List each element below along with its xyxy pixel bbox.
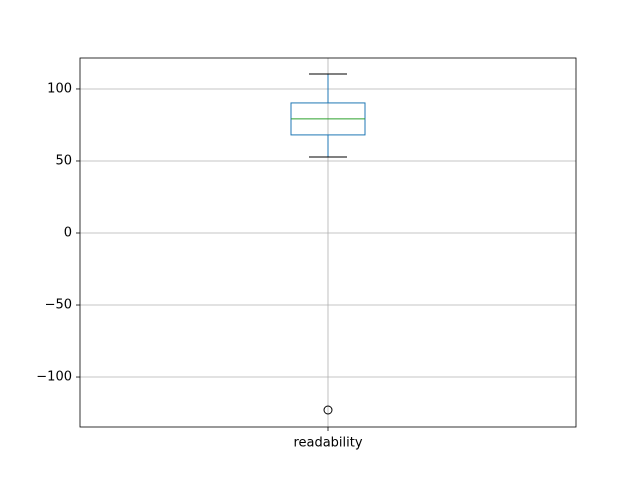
outlier (323, 405, 333, 415)
y-tick-label: −50 (45, 298, 72, 313)
x-tick-label: readability (293, 436, 362, 451)
y-tick-label: 100 (47, 81, 72, 96)
y-tick-label: 50 (55, 153, 72, 168)
y-tick-label: −100 (36, 370, 72, 385)
y-tick-label: 0 (64, 225, 72, 240)
plot-frame (79, 57, 577, 428)
